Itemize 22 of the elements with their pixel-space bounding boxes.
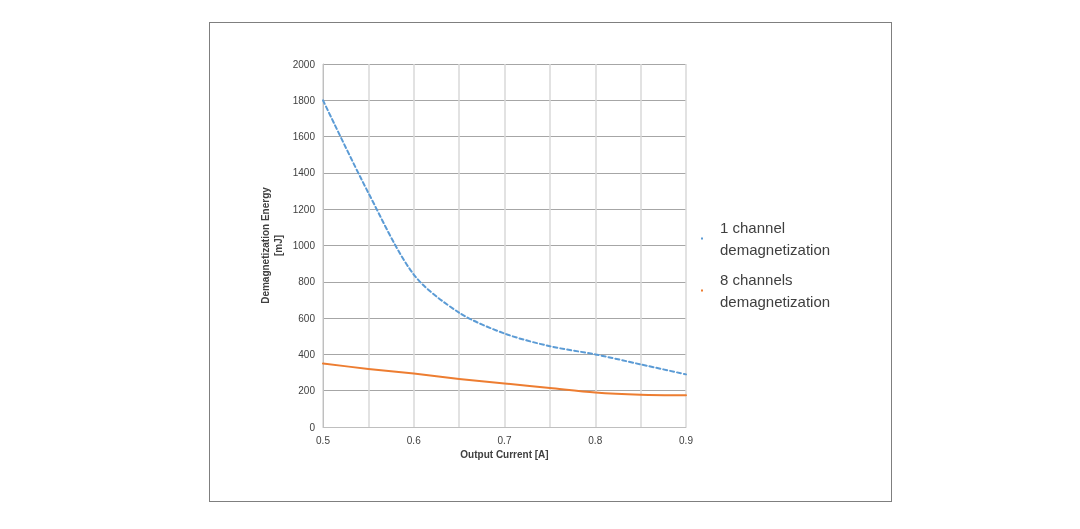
y-tick-label: 200 [298, 385, 316, 397]
x-tick-label: 0.7 [497, 434, 512, 446]
line-series [322, 99, 687, 376]
line-series [322, 362, 687, 397]
x-tick-label: 0.5 [316, 434, 331, 446]
legend-label: 1 channel demagnetization [720, 219, 831, 258]
y-axis-title: Demagnetization Energy [mJ] [260, 186, 284, 304]
y-tick-label: 0 [309, 421, 316, 433]
y-tick-label: 1800 [292, 94, 316, 106]
y-tick-label: 2000 [292, 58, 316, 70]
y-tick-label: 400 [298, 348, 316, 360]
x-axis-title: Output Current [A] [460, 449, 549, 461]
x-tick-label: 0.6 [406, 434, 422, 446]
y-tick-label: 800 [298, 276, 316, 288]
x-tick-label: 0.9 [679, 434, 694, 446]
y-tick-label: 1400 [292, 167, 316, 179]
y-tick-label: 1200 [292, 203, 316, 215]
y-tick-label: 1000 [292, 240, 316, 251]
y-tick-label: 600 [298, 312, 316, 324]
x-tick-label: 0.8 [588, 434, 603, 446]
y-tick-label: 1600 [292, 131, 316, 143]
legend-label: 8 channels demagnetization [720, 271, 831, 310]
